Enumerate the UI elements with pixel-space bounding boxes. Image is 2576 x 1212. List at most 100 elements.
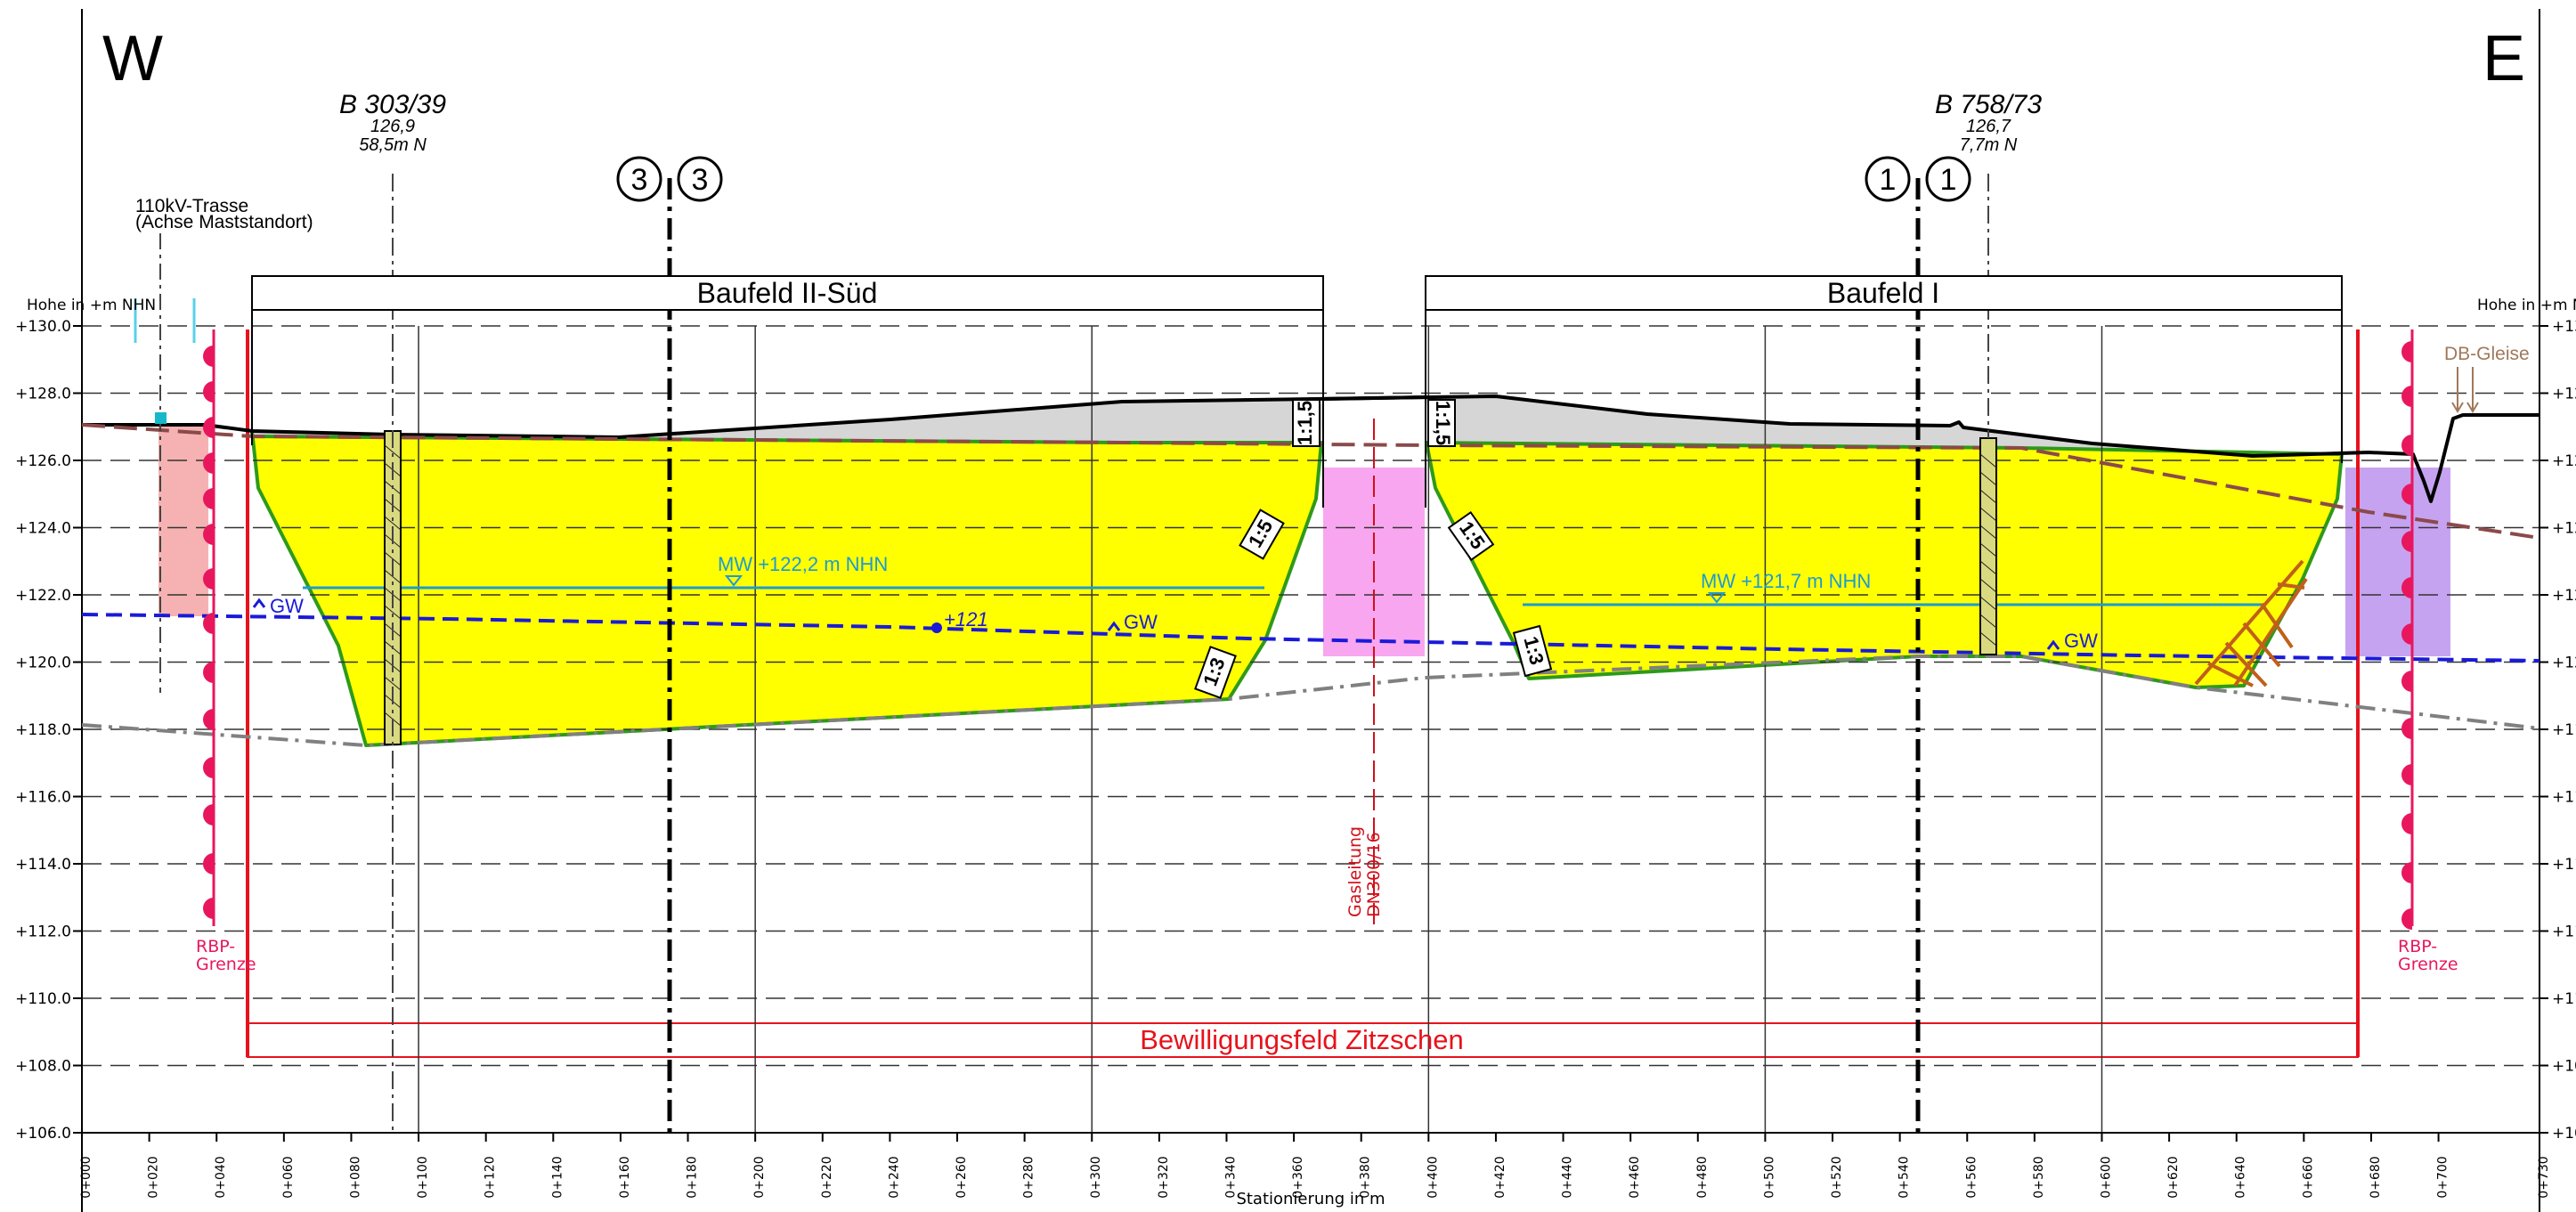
station-tick-label: 0+140 bbox=[550, 1156, 565, 1198]
baufeld-south-box bbox=[251, 275, 1324, 311]
rbp-marker-left bbox=[203, 488, 214, 509]
rbp-marker-right bbox=[2401, 813, 2412, 834]
height-tick-label: +118.0 bbox=[2552, 721, 2576, 739]
borehole-east-name: B 758/73 bbox=[1935, 90, 2042, 119]
station-tick-label: 0+400 bbox=[1426, 1156, 1440, 1198]
groundwater-line bbox=[81, 613, 2540, 663]
station-tick-label: 0+280 bbox=[1022, 1156, 1036, 1198]
height-tick-label: +128.0 bbox=[15, 386, 71, 403]
gw-label-3: GW bbox=[2064, 630, 2098, 652]
terrain-gap bbox=[1322, 395, 1427, 401]
gw-label-2: GW bbox=[1124, 611, 1158, 633]
rbp-left-label-1: RBP- bbox=[196, 937, 235, 956]
rbp-marker-right bbox=[2401, 671, 2412, 692]
station-tick-label: 0+060 bbox=[281, 1156, 296, 1198]
rbp-marker-right bbox=[2401, 531, 2412, 552]
rbp-marker-right bbox=[2401, 386, 2412, 407]
base-dash-dot bbox=[81, 655, 2540, 748]
section-3-right-label: 3 bbox=[692, 163, 709, 197]
station-tick-label: 0+660 bbox=[2301, 1156, 2315, 1198]
baufeld-south-label: Baufeld II-Süd bbox=[697, 277, 878, 309]
water-marker-east bbox=[1707, 592, 1727, 604]
gw-symbols bbox=[252, 598, 2060, 650]
grey-fill-east bbox=[1426, 396, 2342, 503]
borehole-west-elevation: 126,9 bbox=[370, 117, 415, 136]
station-tick-label: 0+040 bbox=[214, 1156, 228, 1198]
section-1-right-label: 1 bbox=[1940, 163, 1957, 197]
station-tick-label: 0+120 bbox=[484, 1156, 498, 1198]
station-tick-label: 0+000 bbox=[79, 1156, 93, 1198]
height-gridlines bbox=[73, 325, 2548, 1134]
height-tick-label: +112.0 bbox=[15, 923, 71, 941]
rbp-marker-right bbox=[2401, 862, 2412, 883]
station-tick-label: 0+460 bbox=[1628, 1156, 1642, 1198]
rbp-right-label-2: Grenze bbox=[2398, 955, 2458, 974]
water-level-east-label: MW +121,7 m NHN bbox=[1701, 570, 1871, 592]
db-arrows bbox=[2451, 367, 2479, 413]
baufeld-north-box bbox=[1425, 275, 2343, 311]
borehole-west-offset: 58,5m N bbox=[359, 135, 427, 155]
section-1-circle-left bbox=[1865, 156, 1911, 202]
station-tick-label: 0+340 bbox=[1223, 1156, 1238, 1198]
db-label: DB-Gleise bbox=[2444, 344, 2530, 364]
borehole-west-name: B 303/39 bbox=[339, 90, 446, 119]
height-tick-label: +126.0 bbox=[2552, 452, 2576, 470]
rbp-marker-left bbox=[203, 662, 214, 683]
station-tick-labels: 0+000 0+020 0+040 0+060 0+080 0+100 0+120 0+140… bbox=[79, 1156, 2551, 1198]
grey-fill-west bbox=[252, 399, 1323, 445]
rbp-marker-right bbox=[2401, 623, 2412, 645]
rbp-marker-left bbox=[203, 804, 214, 826]
rbp-marker-left bbox=[203, 346, 214, 367]
rbp-marker-left bbox=[203, 417, 214, 438]
rbp-marker-left bbox=[203, 568, 214, 590]
rbp-marker-left bbox=[203, 381, 214, 403]
station-tick-label: 0+520 bbox=[1830, 1156, 1844, 1198]
station-tick-label: 0+260 bbox=[955, 1156, 969, 1198]
height-tick-label: +112.0 bbox=[2552, 923, 2576, 941]
support-structure bbox=[2194, 559, 2308, 687]
groundwater-point bbox=[931, 622, 942, 633]
gas-label-1: Gasleitung bbox=[1345, 826, 1365, 917]
station-tick-label: 0+080 bbox=[348, 1156, 362, 1198]
rbp-marker-left bbox=[203, 853, 214, 874]
station-tick-label: 0+600 bbox=[2099, 1156, 2113, 1198]
station-tick-label: 0+180 bbox=[686, 1156, 700, 1198]
station-tick-label: 0+560 bbox=[1964, 1156, 1979, 1198]
rbp-marker-left bbox=[203, 757, 214, 778]
station-tick-label: 0+620 bbox=[2166, 1156, 2181, 1198]
section-3-circle-right bbox=[677, 156, 723, 202]
station-tick-label: 0+580 bbox=[2032, 1156, 2046, 1198]
station-tick-label: 0+500 bbox=[1762, 1156, 1776, 1198]
station-tick-label: 0+420 bbox=[1493, 1156, 1507, 1198]
station-tick-label: 0+220 bbox=[820, 1156, 834, 1198]
rbp-marker-right bbox=[2401, 435, 2412, 456]
rbp-marker-right bbox=[2401, 764, 2412, 785]
height-tick-label: +120.0 bbox=[15, 655, 71, 672]
height-tick-label: +130.0 bbox=[15, 318, 71, 336]
height-tick-label: +106.0 bbox=[2552, 1125, 2576, 1143]
station-tick-label: 0+020 bbox=[147, 1156, 161, 1198]
station-tick-label: 0+320 bbox=[1157, 1156, 1171, 1198]
height-tick-label: +118.0 bbox=[15, 721, 71, 739]
height-tick-label: +124.0 bbox=[2552, 520, 2576, 538]
rbp-marker-left bbox=[203, 898, 214, 919]
rbp-marker-left bbox=[203, 709, 214, 730]
section-1-circle-right bbox=[1925, 156, 1971, 202]
station-tick-label: 0+380 bbox=[1359, 1156, 1373, 1198]
gw-label-1: GW bbox=[270, 595, 304, 617]
section-1-left-label: 1 bbox=[1880, 163, 1897, 197]
rbp-left-label-2: Grenze bbox=[196, 955, 256, 974]
gas-label-2: DN300/16 bbox=[1364, 832, 1384, 917]
height-tick-label: +130.0 bbox=[2552, 318, 2576, 336]
height-tick-label: +116.0 bbox=[2552, 789, 2576, 807]
height-tick-label: +106.0 bbox=[15, 1125, 71, 1143]
station-tick-label: 0+240 bbox=[887, 1156, 901, 1198]
west-label: W bbox=[102, 23, 163, 94]
height-tick-label: +110.0 bbox=[2552, 990, 2576, 1008]
slope-label-boxes bbox=[1194, 399, 1553, 699]
water-marker-west bbox=[724, 575, 744, 587]
station-tick-label: 0+480 bbox=[1695, 1156, 1710, 1198]
station-tick-label: 0+700 bbox=[2436, 1156, 2450, 1198]
station-tick-label: 0+160 bbox=[618, 1156, 632, 1198]
